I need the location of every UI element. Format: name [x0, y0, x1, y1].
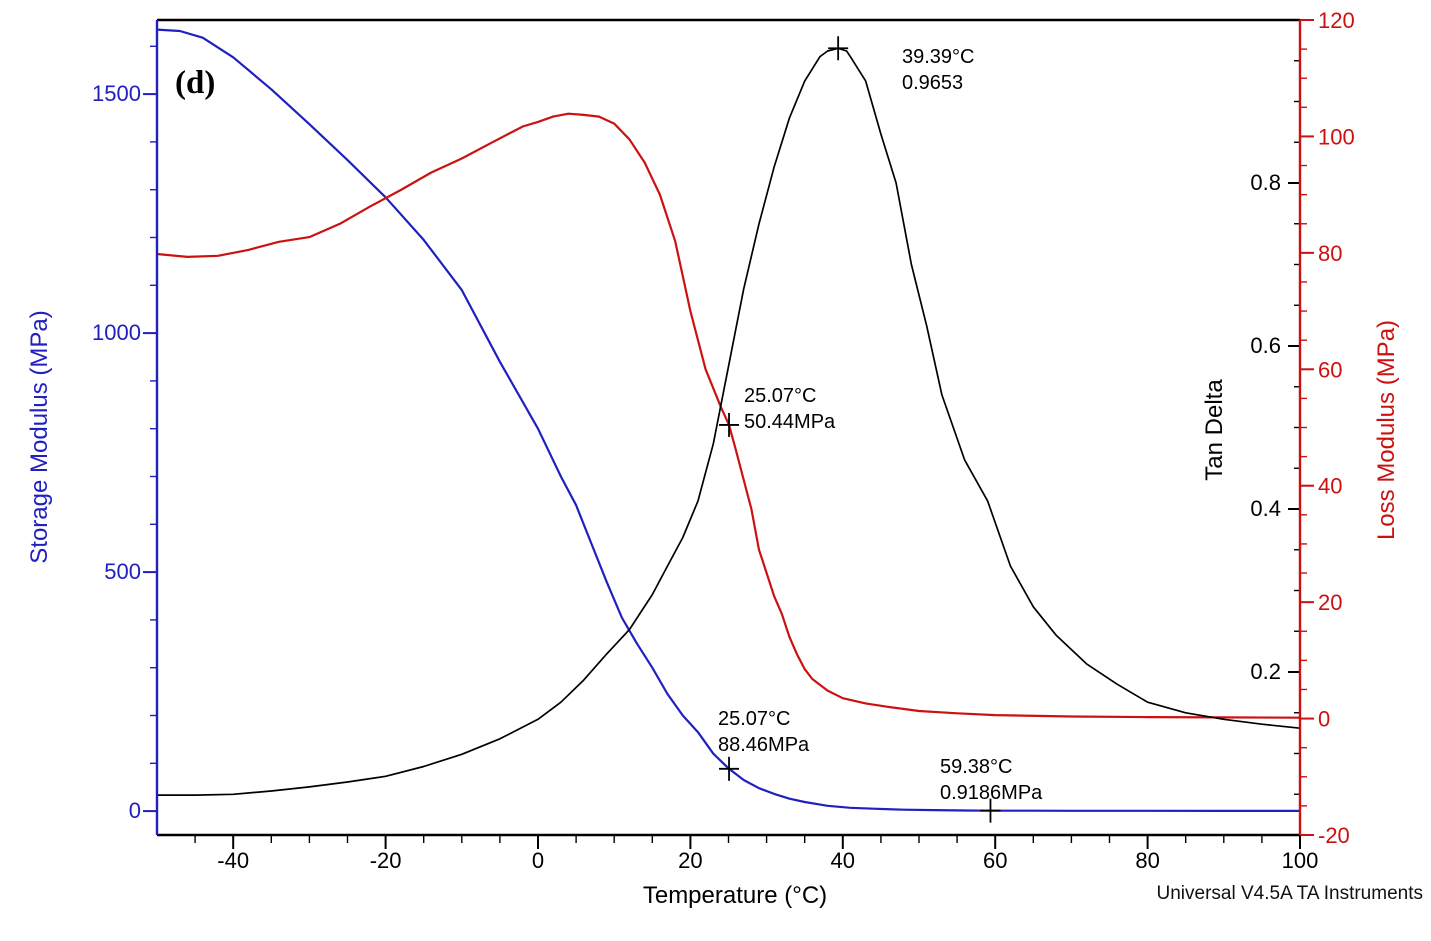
x-tick-label: -40 [217, 848, 249, 873]
x-tick-label: 60 [983, 848, 1007, 873]
annotation-line: 50.44MPa [744, 411, 836, 433]
annotation-marker [719, 756, 740, 781]
loss-tick-label: -20 [1318, 823, 1350, 848]
storage-tick-label: 500 [104, 559, 141, 584]
x-tick-label: -20 [370, 848, 402, 873]
annotation-marker [980, 798, 1001, 823]
annotation-marker [828, 36, 849, 61]
loss-tick-label: 0 [1318, 707, 1330, 732]
tan-tick-label: 0.8 [1250, 170, 1281, 195]
storage-tick-label: 1500 [92, 81, 141, 106]
loss-tick-label: 100 [1318, 124, 1355, 149]
x-tick-label: 20 [678, 848, 702, 873]
annotation-line: 25.07°C [718, 708, 791, 730]
annotation-line: 25.07°C [744, 385, 817, 407]
axis-ticks-layer: -40 -20 0 20 40 60 80 1000500100015000.20.40.60… [92, 8, 1355, 873]
markers-layer [719, 36, 1001, 823]
curve-tan [156, 47, 1301, 796]
annotation-tan-peak: 39.39°C 0.9653 [902, 46, 975, 94]
x-tick-label: 100 [1282, 848, 1319, 873]
curve-loss [155, 112, 1302, 719]
annotation-storage-at-25C: 25.07°C 88.46MPa [718, 708, 810, 756]
annotation-line: 59.38°C [940, 756, 1013, 778]
loss-axis-title: Loss Modulus (MPa) [1373, 320, 1400, 540]
loss-tick-label: 120 [1318, 8, 1355, 33]
loss-tick-label: 80 [1318, 241, 1342, 266]
x-tick-label: 80 [1135, 848, 1159, 873]
tan-tick-label: 0.2 [1250, 659, 1281, 684]
curves-layer [155, 28, 1302, 813]
annotation-line: 0.9186MPa [940, 782, 1043, 804]
loss-tick-label: 60 [1318, 357, 1342, 382]
x-axis-title: Temperature (°C) [643, 882, 827, 909]
annotation-line: 88.46MPa [718, 734, 810, 756]
storage-axis-title: Storage Modulus (MPa) [26, 310, 53, 563]
annotation-loss-at-25C: 25.07°C 50.44MPa [744, 385, 836, 433]
tan-tick-label: 0.6 [1250, 333, 1281, 358]
software-watermark: Universal V4.5A TA Instruments [1157, 883, 1423, 904]
tan-tick-label: 0.4 [1250, 496, 1281, 521]
annotation-storage-at-59C: 59.38°C 0.9186MPa [940, 756, 1043, 804]
loss-tick-label: 40 [1318, 474, 1342, 499]
curve-storage [155, 28, 1302, 813]
axes-frame-layer [155, 18, 1302, 837]
loss-tick-label: 20 [1318, 590, 1342, 615]
storage-tick-label: 1000 [92, 320, 141, 345]
annotation-line: 0.9653 [902, 72, 963, 94]
storage-tick-label: 0 [129, 798, 141, 823]
annotation-line: 39.39°C [902, 46, 975, 68]
annotation-marker [719, 412, 740, 437]
tan-delta-axis-title: Tan Delta [1201, 379, 1228, 481]
x-tick-label: 40 [831, 848, 855, 873]
x-tick-label: 0 [532, 848, 544, 873]
panel-label: (d) [175, 65, 215, 101]
